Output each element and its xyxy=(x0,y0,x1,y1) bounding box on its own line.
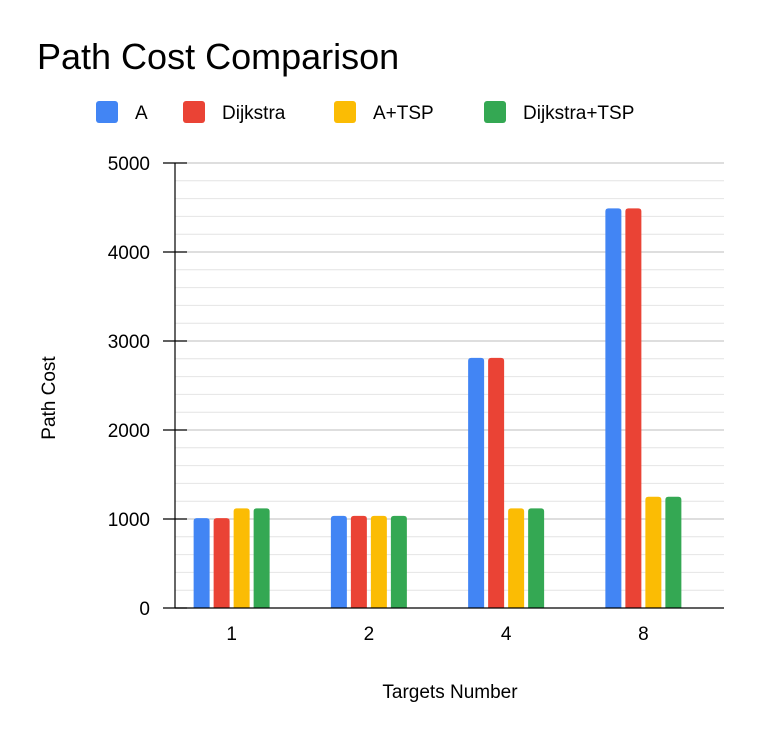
bar-a-tsp-1 xyxy=(233,508,250,608)
legend-swatch-dijkstra-tsp xyxy=(484,101,506,123)
axes xyxy=(163,162,724,609)
bar-dijkstra-8 xyxy=(625,208,642,608)
legend-label-a: A xyxy=(135,103,148,124)
y-tick-label: 1000 xyxy=(108,510,150,531)
bar-a-tsp-4 xyxy=(508,508,525,608)
legend: A Dijkstra A+TSP Dijkstra+TSP xyxy=(96,101,634,124)
legend-swatch-a xyxy=(96,101,118,123)
legend-label-dijkstra-tsp: Dijkstra+TSP xyxy=(523,103,634,124)
bar-a-1 xyxy=(193,518,210,608)
x-tick-label: 4 xyxy=(501,624,512,645)
chart-title: Path Cost Comparison xyxy=(37,36,399,77)
x-tick-label: 8 xyxy=(638,624,649,645)
x-tick-label: 1 xyxy=(226,624,237,645)
legend-label-a-tsp: A+TSP xyxy=(373,103,434,124)
bar-a-4 xyxy=(468,357,485,608)
bar-dijkstra-tsp-1 xyxy=(253,508,270,608)
bar-dijkstra-2 xyxy=(350,515,367,608)
y-axis-label: Path Cost xyxy=(39,356,60,440)
bar-a-8 xyxy=(605,208,622,608)
y-tick-label: 3000 xyxy=(108,332,150,353)
x-tick-labels: 1 2 4 8 xyxy=(226,624,648,645)
bar-dijkstra-tsp-8 xyxy=(665,496,682,608)
bar-a-2 xyxy=(330,515,347,608)
y-tick-label: 4000 xyxy=(108,243,150,264)
bar-a-tsp-8 xyxy=(645,496,662,608)
x-tick-label: 2 xyxy=(364,624,375,645)
bar-a-tsp-2 xyxy=(370,515,387,608)
bar-dijkstra-tsp-4 xyxy=(528,508,545,608)
legend-swatch-a-tsp xyxy=(334,101,356,123)
legend-swatch-dijkstra xyxy=(183,101,205,123)
bar-dijkstra-4 xyxy=(488,357,505,608)
y-tick-label: 0 xyxy=(139,599,150,620)
legend-label-dijkstra: Dijkstra xyxy=(222,103,286,124)
y-tick-labels: 0 1000 2000 3000 4000 5000 xyxy=(108,154,150,620)
bar-dijkstra-tsp-2 xyxy=(390,515,407,608)
x-axis-label: Targets Number xyxy=(382,682,518,703)
bars xyxy=(193,208,682,608)
y-tick-label: 2000 xyxy=(108,421,150,442)
bar-dijkstra-1 xyxy=(213,518,230,608)
y-tick-label: 5000 xyxy=(108,154,150,175)
